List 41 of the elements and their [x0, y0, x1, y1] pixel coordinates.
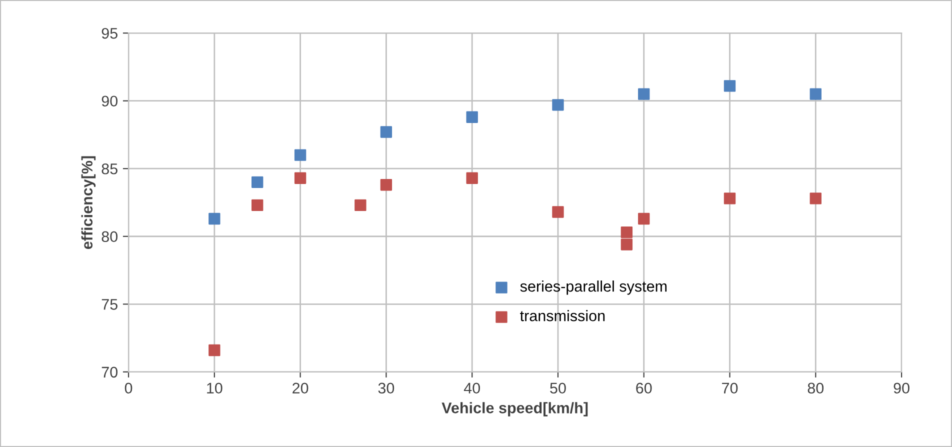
x-tick-label: 50 — [550, 382, 566, 394]
x-tick-label: 20 — [292, 382, 308, 394]
point — [620, 238, 633, 250]
point — [294, 172, 306, 184]
point — [252, 176, 264, 188]
y-tick-label: 95 — [102, 28, 118, 39]
x-tick-label: 60 — [636, 382, 652, 394]
point — [208, 344, 220, 356]
x-tick-label: 70 — [722, 382, 738, 394]
x-axis-title: Vehicle speed[km/h] — [442, 402, 588, 416]
x-tick-label: 30 — [378, 382, 394, 394]
point — [466, 172, 478, 184]
point — [380, 126, 392, 138]
point — [466, 111, 478, 123]
point — [552, 206, 564, 218]
y-tick-label: 75 — [102, 299, 118, 310]
point — [638, 212, 650, 225]
point — [380, 179, 392, 191]
point — [208, 212, 220, 225]
x-tick-label: 80 — [808, 382, 824, 394]
y-tick-label: 90 — [102, 96, 118, 107]
point — [294, 149, 306, 161]
x-tick-label: 10 — [207, 382, 222, 394]
y-axis-title: efficiency[%] — [81, 156, 96, 250]
x-tick-label: 0 — [124, 382, 132, 394]
point — [552, 99, 564, 111]
point — [252, 199, 264, 212]
point — [354, 199, 366, 212]
y-tick-label: 85 — [102, 163, 118, 174]
x-tick-label: 40 — [464, 382, 480, 394]
point — [620, 226, 633, 238]
point — [810, 192, 822, 204]
legend-label: transmission — [520, 310, 605, 322]
legend-label: series-parallel system — [520, 280, 667, 295]
y-tick-label: 80 — [102, 231, 118, 242]
point — [724, 192, 736, 204]
point — [638, 88, 650, 100]
y-tick-label: 70 — [102, 366, 118, 378]
point — [724, 80, 736, 92]
point — [810, 88, 822, 100]
x-tick-label: 90 — [894, 382, 910, 394]
